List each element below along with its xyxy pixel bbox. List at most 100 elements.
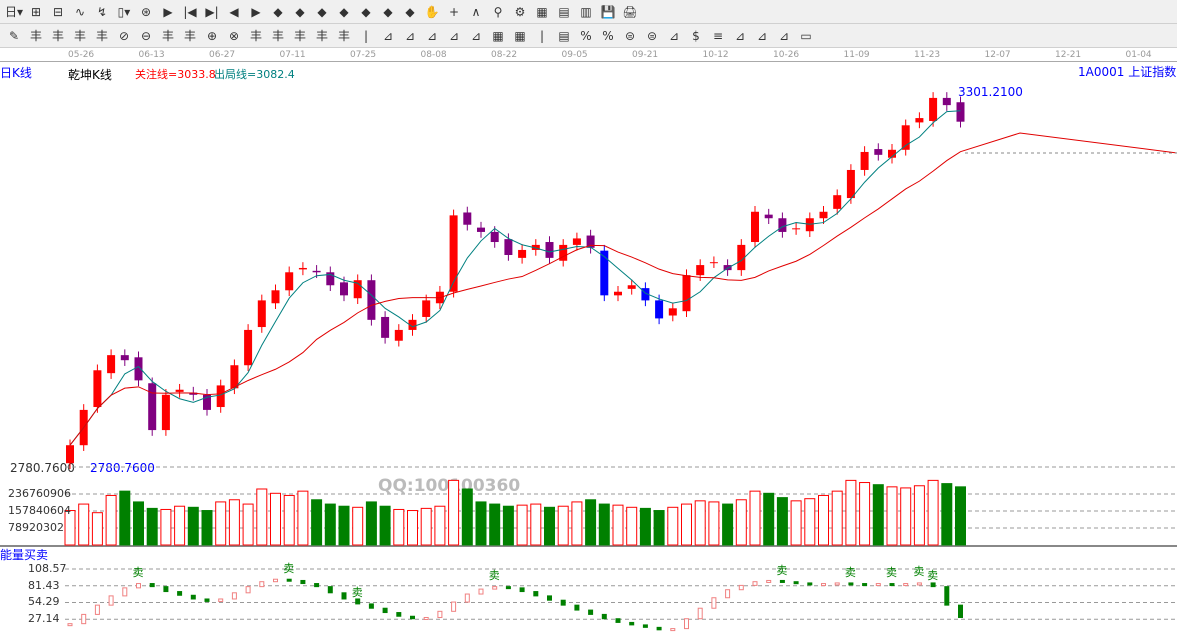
volume-bar [749, 490, 761, 546]
toolbar-button[interactable]: 丰 [73, 28, 86, 43]
volume-bar [338, 505, 350, 546]
toolbar-button[interactable]: ▶| [205, 4, 219, 19]
toolbar-button[interactable]: ⚲ [493, 4, 503, 19]
toolbar-button[interactable]: ⊿ [734, 28, 746, 43]
toolbar-button[interactable]: ⊕ [206, 28, 218, 43]
toolbar-button[interactable]: ⊘ [118, 28, 130, 43]
volume-bar [311, 499, 323, 546]
volume-bar [612, 504, 624, 546]
energy-bar [122, 587, 128, 597]
toolbar-button[interactable]: | [363, 28, 369, 43]
volume-bar [694, 500, 706, 546]
toolbar-button[interactable]: 丰 [51, 28, 64, 43]
toolbar-button[interactable]: % [580, 28, 592, 43]
toolbar-button[interactable]: 丰 [315, 28, 328, 43]
candle [956, 102, 965, 122]
toolbar-button[interactable]: ▥ [580, 4, 592, 19]
toolbar-button[interactable]: ◆ [405, 4, 415, 19]
volume-bar [557, 505, 569, 546]
candle [600, 250, 609, 296]
candle [696, 265, 705, 276]
toolbar-button[interactable]: ✋ [424, 4, 440, 19]
toolbar-button[interactable]: |◀ [183, 4, 197, 19]
toolbar-button[interactable]: + [448, 4, 460, 19]
toolbar-button[interactable]: ▶ [251, 4, 261, 19]
date-tick: 09-21 [632, 50, 659, 60]
toolbar-button[interactable]: ⊖ [140, 28, 152, 43]
toolbar-button[interactable]: ✎ [8, 28, 20, 43]
toolbar-drawing: ✎ 丰丰丰丰 ⊘ ⊖ 丰丰 ⊕ ⊗ 丰丰丰丰丰 | ⊿ ⊿ ⊿ ⊿ ⊿ ▦ ▦ | ▤%% ⊜ ⊜ ⊿ $ ≡ ⊿ ⊿ ⊿ ▭ [0, 24, 1177, 48]
toolbar-button[interactable]: ◆ [273, 4, 283, 19]
toolbar-button[interactable]: ▤ [558, 28, 570, 43]
candle [764, 214, 773, 219]
toolbar-button[interactable]: ◆ [339, 4, 349, 19]
toolbar-button[interactable]: ◆ [295, 4, 305, 19]
energy-bar [478, 588, 484, 595]
toolbar-button[interactable]: ⊞ [30, 4, 42, 19]
volume-bar [626, 506, 638, 546]
toolbar-button[interactable]: 🖨 [622, 4, 638, 19]
toolbar-button[interactable]: ↯ [96, 4, 108, 19]
toolbar-button[interactable]: ⊿ [778, 28, 790, 43]
indicator-name[interactable]: 乾坤K线 [68, 68, 112, 82]
volume-bar [133, 501, 144, 546]
toolbar-button[interactable]: ◆ [383, 4, 393, 19]
candle [285, 272, 294, 291]
toolbar-button[interactable]: ⊿ [382, 28, 394, 43]
toolbar-button[interactable]: 丰 [183, 28, 196, 43]
energy-bar [821, 583, 826, 587]
candle [518, 249, 527, 258]
toolbar-button[interactable]: 丰 [249, 28, 262, 43]
toolbar-button[interactable]: 丰 [95, 28, 108, 43]
energy-bar [588, 609, 594, 615]
toolbar-button[interactable]: ▦ [536, 4, 548, 19]
toolbar-button[interactable]: 丰 [271, 28, 284, 43]
toolbar-button[interactable]: % [602, 28, 614, 43]
toolbar-button[interactable]: ▯▾ [117, 4, 131, 19]
toolbar-button[interactable]: ▦ [492, 28, 504, 43]
toolbar-button[interactable]: ⊗ [228, 28, 240, 43]
toolbar-button[interactable]: ◆ [361, 4, 371, 19]
toolbar-button[interactable]: ∧ [471, 4, 481, 19]
candle [901, 125, 910, 150]
toolbar-button[interactable]: ⊜ [646, 28, 658, 43]
toolbar-button[interactable]: ≡ [712, 28, 724, 43]
ma-short-line [69, 110, 961, 446]
toolbar-button[interactable]: ⊜ [624, 28, 636, 43]
toolbar-button[interactable]: ▦ [514, 28, 526, 43]
toolbar-button[interactable]: ⊛ [140, 4, 152, 19]
toolbar-button[interactable]: ◆ [317, 4, 327, 19]
toolbar-button[interactable]: ◀ [229, 4, 239, 19]
toolbar-button[interactable]: ⊿ [470, 28, 482, 43]
toolbar-button[interactable]: 丰 [293, 28, 306, 43]
toolbar-button[interactable]: 💾 [600, 4, 616, 19]
date-tick: 10-12 [702, 50, 729, 60]
date-tick: 11-23 [914, 50, 941, 60]
toolbar-button[interactable]: 日▾ [4, 4, 24, 19]
toolbar-button[interactable]: 丰 [337, 28, 350, 43]
energy-bar [862, 583, 868, 587]
toolbar-button[interactable]: ⊿ [756, 28, 768, 43]
volume-bar [201, 510, 213, 546]
toolbar-button[interactable]: ⊿ [668, 28, 680, 43]
toolbar-button[interactable]: 丰 [29, 28, 42, 43]
toolbar-button[interactable]: ∿ [74, 4, 86, 19]
toolbar-button[interactable]: ▶ [163, 4, 173, 19]
toolbar-button[interactable]: ⊿ [448, 28, 460, 43]
toolbar-button[interactable]: ⊟ [52, 4, 64, 19]
toolbar-button[interactable]: ⊿ [404, 28, 416, 43]
toolbar-button[interactable]: 丰 [161, 28, 174, 43]
toolbar-button[interactable]: $ [692, 28, 700, 43]
candle [353, 280, 362, 299]
toolbar-button[interactable]: | [539, 28, 545, 43]
toolbar-button[interactable]: ⚙ [514, 4, 526, 19]
toolbar-button[interactable]: ⊿ [426, 28, 438, 43]
toolbar-button[interactable]: ▭ [800, 28, 812, 43]
sell-signal: 卖 [283, 562, 295, 576]
energy-bar [697, 607, 703, 620]
toolbar-button[interactable]: ▤ [558, 4, 570, 19]
period-label[interactable]: 日K线 [0, 66, 32, 80]
volume-bar [818, 494, 829, 546]
volume-bar [872, 484, 884, 546]
